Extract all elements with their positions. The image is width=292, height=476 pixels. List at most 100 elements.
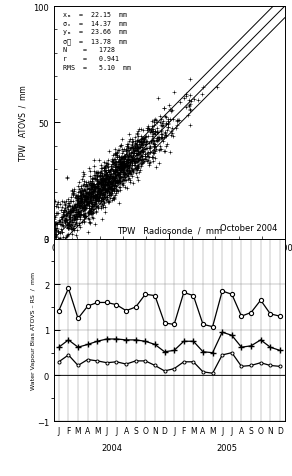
Point	[126, 157, 130, 164]
Point	[52, 220, 56, 228]
Point	[72, 201, 77, 209]
Point	[75, 227, 79, 234]
Point	[52, 235, 56, 243]
Point	[91, 209, 96, 217]
Point	[166, 120, 170, 128]
Point	[83, 194, 88, 201]
Point	[147, 140, 152, 148]
Point	[53, 233, 58, 241]
Point	[108, 185, 113, 193]
Point	[145, 133, 150, 141]
Point	[121, 173, 125, 181]
Point	[53, 227, 58, 235]
Point	[81, 193, 86, 201]
Point	[97, 185, 102, 193]
Point	[52, 212, 56, 220]
Point	[152, 147, 157, 155]
Point	[81, 213, 86, 221]
Point	[116, 200, 121, 208]
Point	[107, 184, 112, 192]
Point	[112, 182, 117, 189]
Point	[121, 159, 125, 167]
Point	[106, 176, 111, 184]
Point	[81, 192, 85, 200]
Point	[52, 235, 56, 243]
Point	[52, 235, 56, 243]
Point	[111, 178, 116, 186]
Point	[82, 197, 87, 204]
Point	[101, 167, 106, 174]
Point	[135, 144, 140, 151]
Point	[112, 174, 117, 182]
Point	[113, 159, 118, 167]
Point	[106, 178, 111, 186]
Point	[109, 185, 113, 192]
Point	[91, 192, 95, 200]
Point	[100, 165, 104, 173]
Point	[77, 178, 81, 186]
Point	[52, 235, 56, 243]
Point	[87, 181, 92, 189]
Point	[98, 173, 103, 180]
Point	[140, 136, 144, 144]
Point	[52, 223, 56, 230]
Point	[94, 172, 99, 180]
Point	[124, 140, 129, 148]
Point	[68, 208, 73, 216]
Point	[96, 189, 101, 197]
Point	[121, 148, 126, 156]
Point	[86, 199, 91, 207]
Point	[104, 186, 109, 194]
Title: TPW   Radiosonde  /  mm: TPW Radiosonde / mm	[117, 227, 222, 236]
Point	[130, 162, 135, 170]
Point	[52, 235, 56, 243]
Point	[126, 164, 131, 171]
Point	[117, 161, 122, 169]
Point	[139, 149, 144, 156]
Point	[187, 102, 192, 110]
Point	[52, 222, 56, 230]
Point	[93, 193, 98, 200]
Point	[99, 168, 103, 175]
Point	[110, 159, 115, 167]
Point	[92, 206, 97, 213]
Point	[118, 143, 123, 150]
Point	[85, 194, 90, 201]
Point	[85, 201, 90, 208]
Point	[70, 224, 75, 232]
Point	[70, 207, 75, 214]
Point	[72, 227, 77, 234]
Point	[127, 149, 132, 157]
Point	[54, 221, 59, 228]
Point	[94, 183, 99, 190]
Point	[129, 156, 134, 163]
Point	[104, 178, 109, 186]
Point	[81, 194, 86, 202]
Point	[66, 199, 71, 207]
Point	[118, 169, 123, 177]
Point	[52, 233, 56, 241]
Point	[125, 155, 129, 163]
Point	[124, 147, 128, 154]
Point	[142, 136, 147, 143]
Point	[139, 133, 143, 140]
Point	[104, 173, 109, 180]
Point	[99, 195, 104, 203]
Point	[116, 171, 121, 179]
Point	[154, 118, 159, 125]
Point	[98, 185, 102, 193]
Point	[92, 168, 97, 175]
Point	[79, 198, 84, 205]
Point	[52, 235, 56, 243]
Point	[139, 161, 144, 169]
Point	[80, 205, 85, 213]
Point	[147, 154, 151, 162]
Point	[52, 230, 56, 238]
Point	[154, 129, 159, 136]
Point	[150, 133, 155, 140]
Point	[120, 163, 125, 170]
Point	[52, 235, 56, 243]
Point	[152, 148, 157, 156]
Text: xₘ  =  22.15  mm
σₓ  =  14.37  mm
yₘ  =  23.66  mm
σᵧ  =  13.78  mm
N    =   172: xₘ = 22.15 mm σₓ = 14.37 mm yₘ = 23.66 m…	[63, 12, 131, 71]
Point	[84, 180, 88, 188]
